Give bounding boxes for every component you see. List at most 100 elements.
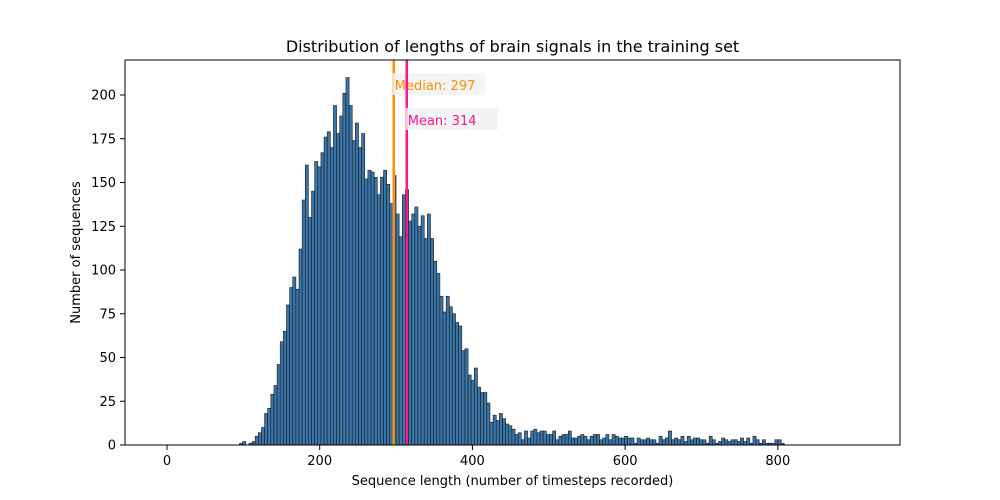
histogram-bar [718, 441, 722, 446]
histogram-bar [355, 122, 359, 446]
histogram-bar [708, 435, 713, 446]
histogram-bar [254, 435, 259, 446]
histogram-bar [330, 147, 334, 446]
x-tick-label: 0 [163, 454, 171, 469]
histogram-bar [596, 434, 600, 446]
histogram-bar [614, 435, 619, 446]
histogram-bar [664, 437, 669, 446]
histogram-bar [577, 435, 582, 446]
histogram-bar [621, 437, 625, 446]
histogram-bar [549, 434, 553, 446]
histogram-bar [608, 439, 613, 446]
histogram-bar [489, 421, 494, 446]
histogram-bar [314, 161, 319, 446]
histogram-bar [580, 434, 585, 446]
histogram-bar [740, 437, 744, 446]
histogram-bar [458, 325, 463, 446]
histogram-bar [702, 439, 707, 446]
histogram-bar [261, 427, 265, 446]
histogram-bar [599, 439, 603, 446]
y-tick-label: 50 [99, 351, 116, 366]
y-tick-label: 200 [91, 89, 116, 104]
histogram-bar [630, 437, 635, 446]
histogram-bar [671, 439, 675, 446]
histogram-bar [589, 435, 594, 446]
histogram-bar [539, 430, 544, 446]
histogram-bar [508, 425, 513, 446]
histogram-bar [752, 435, 757, 446]
histogram-bar [430, 238, 434, 446]
y-tick-label: 175 [91, 132, 116, 147]
histogram-bar [524, 430, 528, 446]
histogram-bar [661, 439, 666, 446]
histogram-bar [743, 441, 747, 446]
histogram-bar [483, 392, 488, 446]
histogram-bar [643, 439, 647, 446]
histogram-bar [624, 435, 629, 446]
histogram-bar [402, 194, 406, 446]
histogram-bar [727, 441, 732, 446]
histogram-bar [646, 437, 650, 446]
histogram-bar [499, 413, 503, 446]
histogram-bar [711, 439, 716, 446]
histogram-bar [380, 176, 384, 446]
y-tick-label: 25 [99, 395, 116, 410]
histogram-bar [351, 140, 356, 446]
histogram-bar [736, 441, 741, 446]
mean-label-bg [405, 108, 498, 130]
histogram-bar [370, 171, 375, 446]
histogram-bar [492, 414, 497, 446]
histogram-bar [552, 430, 557, 446]
histogram-bar [686, 435, 691, 446]
histogram-bar [251, 441, 256, 446]
histogram-bar [605, 434, 610, 446]
histogram-bar [546, 434, 550, 446]
histogram-bar [467, 374, 472, 446]
histogram-bar [536, 432, 541, 446]
histogram-bar [301, 199, 306, 446]
histogram-bar [480, 392, 485, 446]
histogram-bar [267, 407, 272, 446]
histogram-bar [618, 437, 622, 446]
histogram-bar [746, 437, 751, 446]
histogram-bar [514, 434, 519, 446]
histogram-bar [658, 435, 663, 446]
y-tick-label: 100 [91, 264, 116, 279]
histogram-bar [555, 439, 560, 446]
histogram-bar [636, 437, 641, 446]
histogram-bar [420, 215, 425, 446]
histogram-bar [452, 313, 456, 446]
x-tick-label: 600 [613, 454, 638, 469]
histogram-bar [433, 260, 438, 446]
x-tick-label: 200 [307, 454, 332, 469]
histogram-bar [474, 367, 478, 446]
histogram-bar [358, 147, 362, 446]
mean-label: Mean: 314 [408, 114, 477, 129]
histogram-bar [505, 423, 510, 446]
histogram-bar [511, 428, 516, 446]
histogram-bar [564, 434, 569, 446]
histogram-bar [527, 437, 531, 446]
y-axis-ticks: 0 25 50 75 100 125 150 175 200 [91, 89, 125, 454]
histogram-bar [373, 176, 378, 446]
histogram-bar [464, 348, 469, 446]
histogram-bar [423, 238, 428, 446]
y-tick-label: 150 [91, 176, 116, 191]
histogram-bar [389, 203, 394, 446]
histogram-bar [342, 92, 347, 446]
histogram-bar [364, 178, 369, 446]
histogram-bar [558, 435, 563, 446]
histogram-bar [242, 441, 247, 446]
histogram-bar [668, 430, 672, 446]
histogram-bar [627, 437, 632, 446]
histogram-bar [286, 304, 290, 446]
histogram-bar [561, 434, 566, 446]
histogram-bar [762, 439, 766, 446]
histogram-bar [755, 439, 760, 446]
histogram-bar [298, 248, 303, 446]
histogram-bar [461, 350, 466, 446]
histogram-bar [295, 288, 300, 446]
histogram-bar [592, 434, 597, 446]
y-tick-label: 0 [108, 439, 116, 454]
